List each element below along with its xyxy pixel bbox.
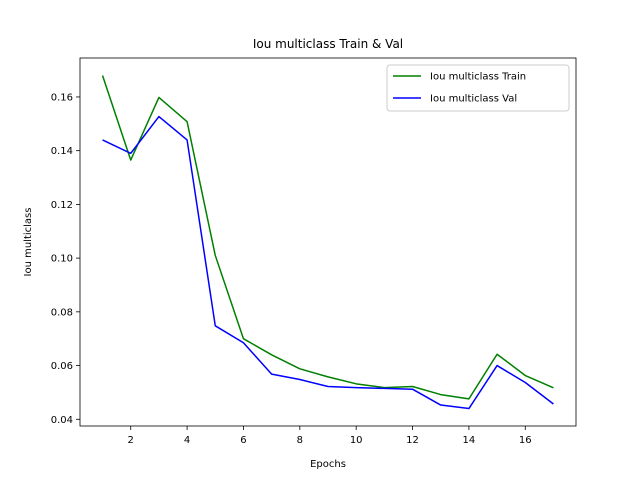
series-line-train: [101, 75, 554, 400]
x-tick-label: 16: [519, 435, 532, 446]
x-tick-label: 10: [350, 435, 363, 446]
x-axis: 2 4 6 8 10 12 14 16: [128, 426, 532, 446]
y-axis: 0.04 0.06 0.08 0.10 0.12 0.14 0.16: [51, 92, 80, 426]
legend-entry-label: Iou multiclass Val: [430, 94, 517, 105]
x-tick-label: 8: [297, 435, 303, 446]
y-tick-label: 0.16: [51, 92, 73, 103]
x-tick-label: 4: [184, 435, 190, 446]
legend: Iou multiclass Train Iou multiclass Val: [386, 64, 570, 112]
y-tick-label: 0.04: [51, 415, 73, 426]
legend-entry-label: Iou multiclass Train: [430, 72, 526, 83]
y-tick-label: 0.08: [51, 307, 73, 318]
x-axis-label: Epochs: [310, 459, 346, 470]
series-line-val: [102, 115, 554, 410]
series-layer: [101, 75, 554, 410]
x-tick-label: 12: [406, 435, 419, 446]
chart-title: Iou multiclass Train & Val: [253, 37, 403, 51]
plot-frame: [79, 57, 577, 427]
legend-box: [386, 64, 570, 112]
x-tick-label: 2: [128, 435, 134, 446]
y-tick-label: 0.12: [51, 200, 73, 211]
x-tick-label: 6: [240, 435, 246, 446]
y-tick-label: 0.06: [51, 361, 73, 372]
y-axis-label: Iou multiclass: [23, 208, 34, 277]
y-tick-label: 0.14: [51, 146, 73, 157]
x-tick-label: 14: [463, 435, 476, 446]
y-tick-label: 0.10: [51, 254, 73, 265]
